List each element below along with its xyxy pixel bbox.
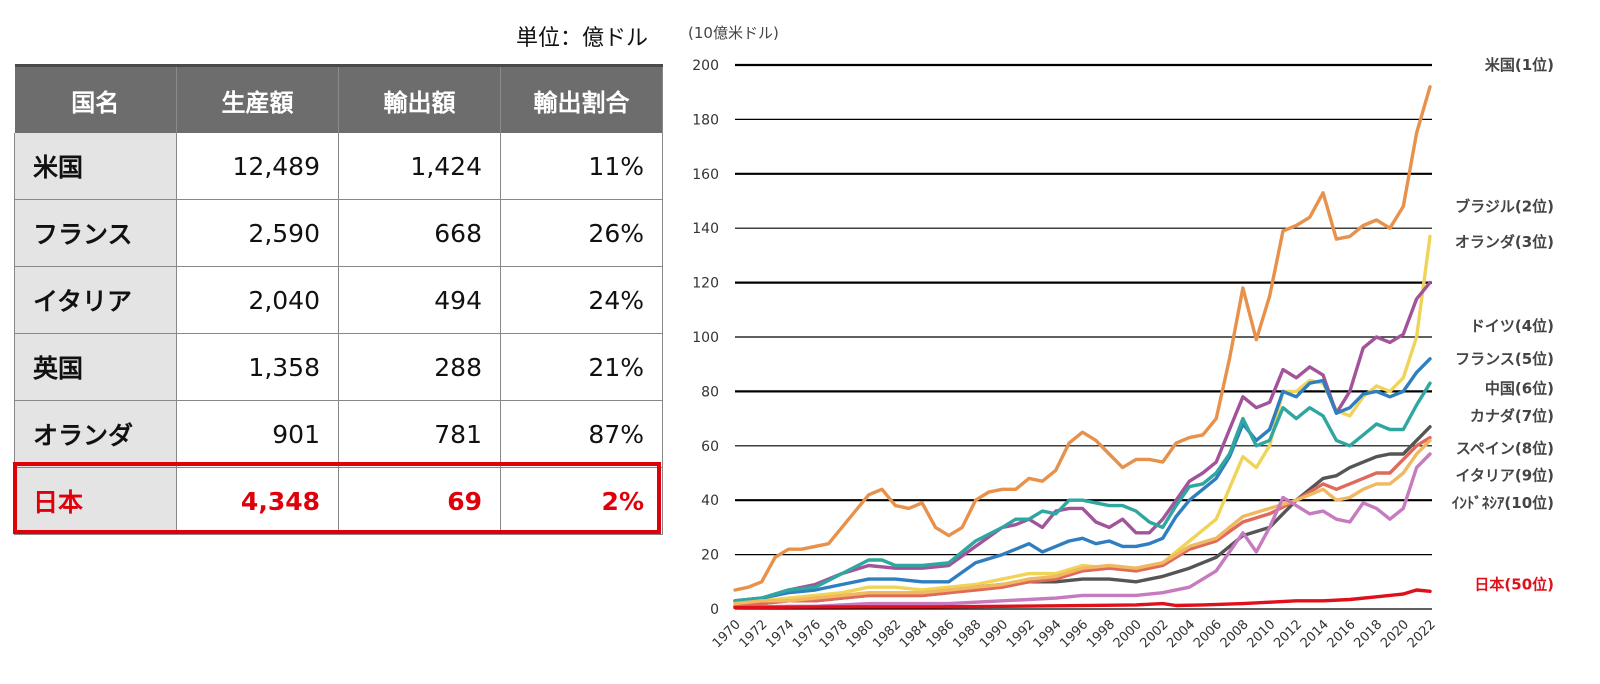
y-tick-label: 120 — [692, 276, 719, 292]
table-row: 米国 12,489 1,424 11% — [14, 133, 663, 200]
x-tick-label: 2018 — [1351, 617, 1385, 651]
y-unit-label: (10億米ドル) — [688, 24, 779, 42]
series-label: 日本(50位) — [1474, 576, 1554, 594]
line-chart-svg: (10億米ドル)02040608010012014016018020019701… — [688, 24, 1554, 651]
y-tick-label: 80 — [701, 384, 719, 400]
series-line — [733, 357, 1432, 603]
x-tick-label: 1972 — [737, 617, 771, 651]
y-tick-label: 160 — [692, 167, 719, 183]
series-line — [733, 280, 1432, 603]
y-tick-label: 100 — [692, 330, 719, 346]
series-line — [733, 438, 1432, 606]
production-table: 国名 生産額 輸出額 輸出割合 米国 12,489 1,424 11% フランス… — [14, 64, 663, 535]
x-tick-label: 1994 — [1031, 617, 1065, 651]
series-line — [733, 85, 1432, 592]
production-cell: 901 — [176, 400, 339, 468]
series-label: イタリア(9位) — [1455, 467, 1554, 485]
series-label: オランダ(3位) — [1455, 233, 1554, 251]
series-line — [733, 435, 1432, 608]
y-tick-label: 20 — [701, 548, 719, 564]
share-cell: 11% — [500, 133, 663, 200]
series-label: 中国(6位) — [1485, 380, 1554, 398]
x-tick-label: 1978 — [817, 617, 851, 651]
x-tick-label: 1992 — [1004, 617, 1038, 651]
table-row-japan: 日本 4,348 69 2% — [14, 467, 663, 535]
x-tick-label: 1974 — [763, 617, 797, 651]
production-cell: 4,348 — [176, 467, 339, 535]
y-tick-label: 40 — [701, 493, 719, 509]
series-line — [733, 452, 1432, 610]
exports-cell: 1,424 — [338, 133, 501, 200]
series-label: ブラジル(2位) — [1455, 197, 1554, 215]
x-tick-label: 1976 — [790, 617, 824, 651]
country-cell: イタリア — [14, 266, 177, 334]
x-tick-label: 2014 — [1298, 617, 1332, 651]
series-label: ｲﾝﾄﾞﾈｼｱ(10位) — [1452, 494, 1554, 512]
production-cell: 2,590 — [176, 199, 339, 267]
x-tick-label: 1998 — [1084, 617, 1118, 651]
header-share: 輸出割合 — [500, 64, 663, 133]
x-tick-label: 1996 — [1057, 617, 1091, 651]
series-label: カナダ(7位) — [1470, 407, 1554, 425]
country-cell: フランス — [14, 199, 177, 267]
country-cell: 英国 — [14, 333, 177, 401]
header-exports: 輸出額 — [338, 64, 501, 133]
production-cell: 2,040 — [176, 266, 339, 334]
series-line — [733, 234, 1432, 606]
x-tick-label: 2022 — [1405, 617, 1439, 651]
table-row: フランス 2,590 668 26% — [14, 199, 663, 267]
table-row: オランダ 901 781 87% — [14, 400, 663, 468]
line-chart: (10億米ドル) 0 20 40 60 80 100 120 140 160 180 200 1970 1… — [680, 0, 1600, 680]
y-tick-label: 0 — [710, 602, 719, 618]
production-cell: 12,489 — [176, 133, 339, 200]
series-label: スペイン(8位) — [1456, 440, 1554, 458]
header-production: 生産額 — [176, 64, 339, 133]
exports-cell: 69 — [338, 467, 501, 535]
table-row: イタリア 2,040 494 24% — [14, 266, 663, 334]
x-tick-label: 2008 — [1218, 617, 1252, 651]
country-cell: 日本 — [14, 467, 177, 535]
x-tick-label: 2006 — [1191, 617, 1225, 651]
share-cell: 26% — [500, 199, 663, 267]
x-tick-label: 1970 — [710, 617, 744, 651]
x-tick-label: 1986 — [924, 617, 958, 651]
share-cell: 24% — [500, 266, 663, 334]
header-country: 国名 — [14, 64, 177, 133]
country-cell: オランダ — [14, 400, 177, 468]
x-tick-label: 1984 — [897, 617, 931, 651]
production-cell: 1,358 — [176, 333, 339, 401]
series-line — [733, 425, 1432, 608]
share-cell: 87% — [500, 400, 663, 468]
x-tick-label: 2010 — [1244, 617, 1278, 651]
y-tick-label: 180 — [692, 112, 719, 128]
country-cell: 米国 — [14, 133, 177, 200]
x-tick-label: 1980 — [843, 617, 877, 651]
x-tick-label: 1990 — [977, 617, 1011, 651]
exports-cell: 288 — [338, 333, 501, 401]
x-tick-label: 2016 — [1325, 617, 1359, 651]
table-row: 英国 1,358 288 21% — [14, 333, 663, 401]
exports-cell: 668 — [338, 199, 501, 267]
series-line — [733, 381, 1432, 603]
share-cell: 21% — [500, 333, 663, 401]
series-label: フランス(5位) — [1455, 350, 1554, 368]
series-label: ドイツ(4位) — [1470, 317, 1554, 335]
unit-note: 単位：億ドル — [515, 26, 648, 51]
x-tick-label: 1982 — [870, 617, 904, 651]
x-tick-label: 2002 — [1138, 617, 1172, 651]
y-tick-label: 200 — [692, 58, 719, 74]
x-tick-label: 2000 — [1111, 617, 1145, 651]
y-tick-label: 60 — [701, 439, 719, 455]
series-line — [733, 588, 1432, 610]
series-label: 米国(1位) — [1485, 56, 1554, 74]
exports-cell: 781 — [338, 400, 501, 468]
x-tick-label: 2020 — [1378, 617, 1412, 651]
table-header-row: 国名 生産額 輸出額 輸出割合 — [14, 64, 663, 133]
exports-cell: 494 — [338, 266, 501, 334]
x-tick-label: 1988 — [950, 617, 984, 651]
y-tick-label: 140 — [692, 221, 719, 237]
x-tick-label: 2004 — [1164, 617, 1198, 651]
x-tick-label: 2012 — [1271, 617, 1305, 651]
share-cell: 2% — [500, 467, 663, 535]
